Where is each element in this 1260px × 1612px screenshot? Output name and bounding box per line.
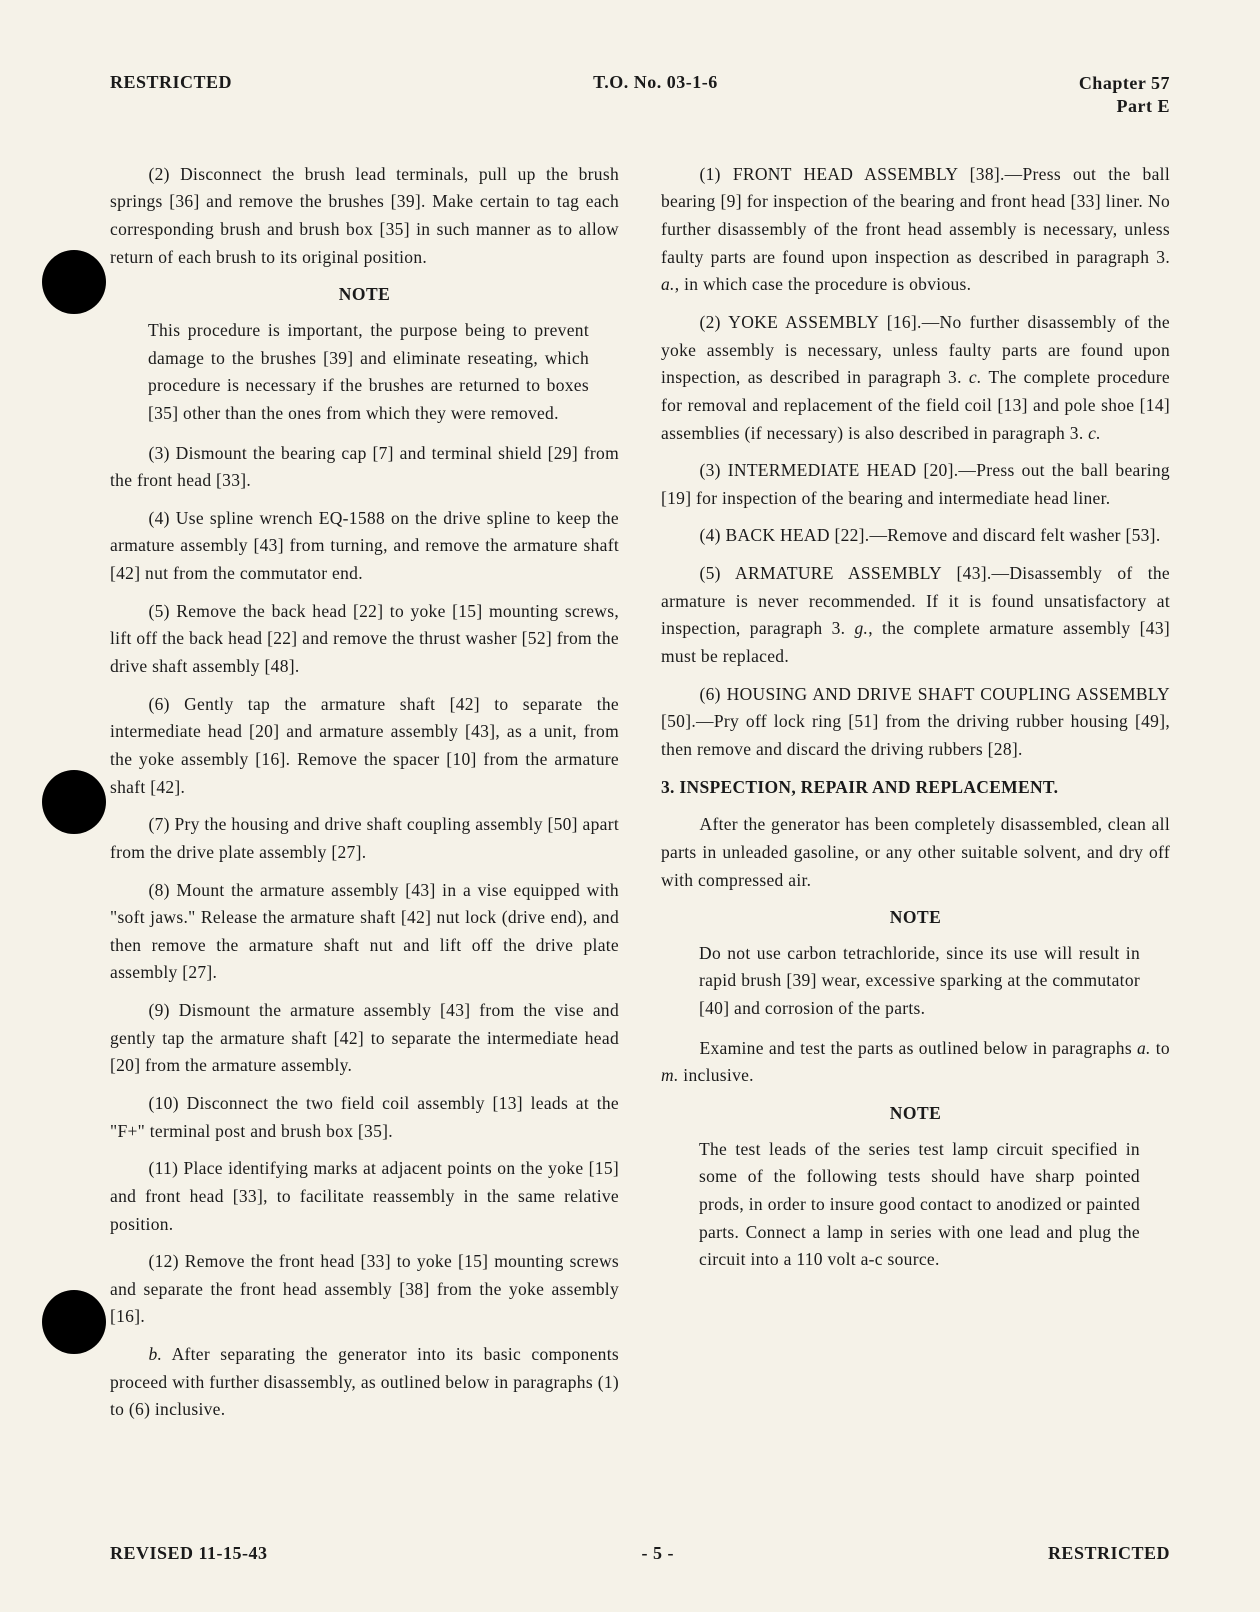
left-p4: (4) Use spline wrench EQ-1588 on the dri… <box>110 505 619 588</box>
left-note-head: NOTE <box>110 281 619 309</box>
page-header: RESTRICTED T.O. No. 03-1-6 Chapter 57 Pa… <box>110 72 1170 119</box>
footer-restricted: RESTRICTED <box>1048 1543 1170 1564</box>
page-footer: REVISED 11-15-43 - 5 - RESTRICTED <box>110 1543 1170 1564</box>
binder-hole-bottom <box>42 1290 106 1354</box>
right-p4: (4) BACK HEAD [22].—Remove and discard f… <box>661 522 1170 550</box>
left-p9: (9) Dismount the armature assembly [43] … <box>110 997 619 1080</box>
left-pb: b. After separating the generator into i… <box>110 1341 619 1424</box>
left-pb-rest: After separating the generator into its … <box>110 1344 619 1419</box>
right-note2: The test leads of the series test lamp c… <box>699 1136 1140 1274</box>
right-column: (1) FRONT HEAD ASSEMBLY [38].—Press out … <box>661 161 1170 1434</box>
section-3-head: 3. INSPECTION, REPAIR AND REPLACEMENT. <box>661 774 1170 802</box>
right-s3p2: Examine and test the parts as outlined b… <box>661 1035 1170 1090</box>
header-chapter-line1: Chapter 57 <box>1079 72 1170 95</box>
left-p7: (7) Pry the housing and drive shaft coup… <box>110 811 619 866</box>
right-note2-head: NOTE <box>661 1100 1170 1128</box>
right-note1-head: NOTE <box>661 904 1170 932</box>
right-p5: (5) ARMATURE ASSEMBLY [43].—Disassembly … <box>661 560 1170 671</box>
left-p3: (3) Dismount the bearing cap [7] and ter… <box>110 440 619 495</box>
left-p2: (2) Disconnect the brush lead terminals,… <box>110 161 619 272</box>
binder-hole-top <box>42 250 106 314</box>
header-chapter-line2: Part E <box>1079 95 1170 118</box>
header-chapter: Chapter 57 Part E <box>1079 72 1170 119</box>
right-p1: (1) FRONT HEAD ASSEMBLY [38].—Press out … <box>661 161 1170 299</box>
left-p8: (8) Mount the armature assembly [43] in … <box>110 877 619 988</box>
footer-revised: REVISED 11-15-43 <box>110 1543 268 1564</box>
left-note: This procedure is important, the purpose… <box>148 317 589 428</box>
left-p10: (10) Disconnect the two field coil assem… <box>110 1090 619 1145</box>
left-p11: (11) Place identifying marks at adjacent… <box>110 1155 619 1238</box>
left-column: (2) Disconnect the brush lead terminals,… <box>110 161 619 1434</box>
right-s3p1: After the generator has been completely … <box>661 811 1170 894</box>
header-doc-number: T.O. No. 03-1-6 <box>593 72 718 119</box>
right-note1: Do not use carbon tetrachloride, since i… <box>699 940 1140 1023</box>
header-restricted: RESTRICTED <box>110 72 232 119</box>
left-p12: (12) Remove the front head [33] to yoke … <box>110 1248 619 1331</box>
binder-hole-middle <box>42 770 106 834</box>
left-p5: (5) Remove the back head [22] to yoke [1… <box>110 598 619 681</box>
right-p6: (6) HOUSING AND DRIVE SHAFT COUPLING ASS… <box>661 681 1170 764</box>
right-p3: (3) INTERMEDIATE HEAD [20].—Press out th… <box>661 457 1170 512</box>
right-p2: (2) YOKE ASSEMBLY [16].—No further disas… <box>661 309 1170 447</box>
left-pb-prefix: b. <box>149 1344 163 1364</box>
left-p6: (6) Gently tap the armature shaft [42] t… <box>110 691 619 802</box>
footer-page-number: - 5 - <box>641 1543 674 1564</box>
body-columns: (2) Disconnect the brush lead terminals,… <box>110 161 1170 1434</box>
